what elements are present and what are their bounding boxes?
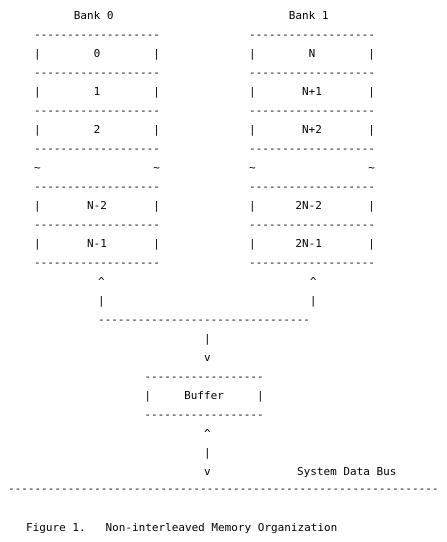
bank-cell-label: N+1 xyxy=(255,85,369,98)
bus-arrow: v xyxy=(203,465,211,478)
connector-line: | xyxy=(203,332,211,345)
buffer-label: Buffer xyxy=(150,389,257,402)
bank-cell-label: N-1 xyxy=(40,237,154,250)
bank-border: ------------------- xyxy=(34,66,160,79)
bank-ellipsis-row: ~ ~ xyxy=(34,161,160,174)
figure-caption: Figure 1. Non-interleaved Memory Organiz… xyxy=(26,521,338,534)
bus-arrow: ^ xyxy=(203,427,211,440)
bank-border: ------------------- xyxy=(249,256,375,269)
bank-ellipsis-row: ~ ~ xyxy=(249,161,375,174)
bank-cell: | N+1 | xyxy=(249,85,375,98)
bank-border: ------------------- xyxy=(249,180,375,193)
bank-cell: | 1 | xyxy=(34,85,160,98)
bank-cell: | N | xyxy=(249,47,375,60)
buffer-box: | Buffer | xyxy=(98,389,264,402)
buffer-border: ------------------ xyxy=(144,370,264,383)
bank-cell: | N-1 | xyxy=(34,237,160,250)
connector-line: v xyxy=(203,351,211,364)
bus-arrow: | xyxy=(203,446,211,459)
bank-cell: | N-2 | xyxy=(34,199,160,212)
buffer-border: ------------------ xyxy=(144,408,264,421)
bank-cell-label: 1 xyxy=(40,85,154,98)
bank-cell-label: N+2 xyxy=(255,123,369,136)
bank-border: ------------------- xyxy=(249,104,375,117)
system-data-bus-line: ----------------------------------------… xyxy=(8,482,439,495)
system-data-bus-label: System Data Bus xyxy=(297,465,397,478)
bank-cell: | N+2 | xyxy=(249,123,375,136)
bank-cell-label: 2 xyxy=(40,123,154,136)
bank-border: ------------------- xyxy=(249,218,375,231)
bank-border: ------------------- xyxy=(34,142,160,155)
bank-border: ------------------- xyxy=(249,66,375,79)
connector-and-buffer: ^ ^ | | --------------------------------… xyxy=(98,272,317,481)
connector-line: | | xyxy=(98,294,317,307)
bank-cell: | 2N-2 | xyxy=(249,199,375,212)
bank-cell-label: N-2 xyxy=(40,199,154,212)
bank-border: ------------------- xyxy=(34,180,160,193)
bank-1-title: Bank 1 xyxy=(288,9,329,22)
bank-cell-label: 2N-1 xyxy=(255,237,369,250)
bank-1-diagram: Bank 1 ------------------- | N | -------… xyxy=(249,6,375,272)
bank-cell: | 2 | xyxy=(34,123,160,136)
bank-border: ------------------- xyxy=(249,28,375,41)
bank-border: ------------------- xyxy=(34,28,160,41)
bank-border: ------------------- xyxy=(34,218,160,231)
bank-cell: | 2N-1 | xyxy=(249,237,375,250)
connector-line: ^ ^ xyxy=(98,275,317,288)
bank-border: ------------------- xyxy=(249,142,375,155)
bank-cell-label: 0 xyxy=(40,47,154,60)
bank-cell-label: N xyxy=(255,47,369,60)
connector-line: -------------------------------- xyxy=(98,313,310,326)
bank-border: ------------------- xyxy=(34,104,160,117)
bank-border: ------------------- xyxy=(34,256,160,269)
bank-0-title: Bank 0 xyxy=(73,9,114,22)
bank-0-diagram: Bank 0 ------------------- | 0 | -------… xyxy=(34,6,160,272)
bank-cell: | 0 | xyxy=(34,47,160,60)
bank-cell-label: 2N-2 xyxy=(255,199,369,212)
